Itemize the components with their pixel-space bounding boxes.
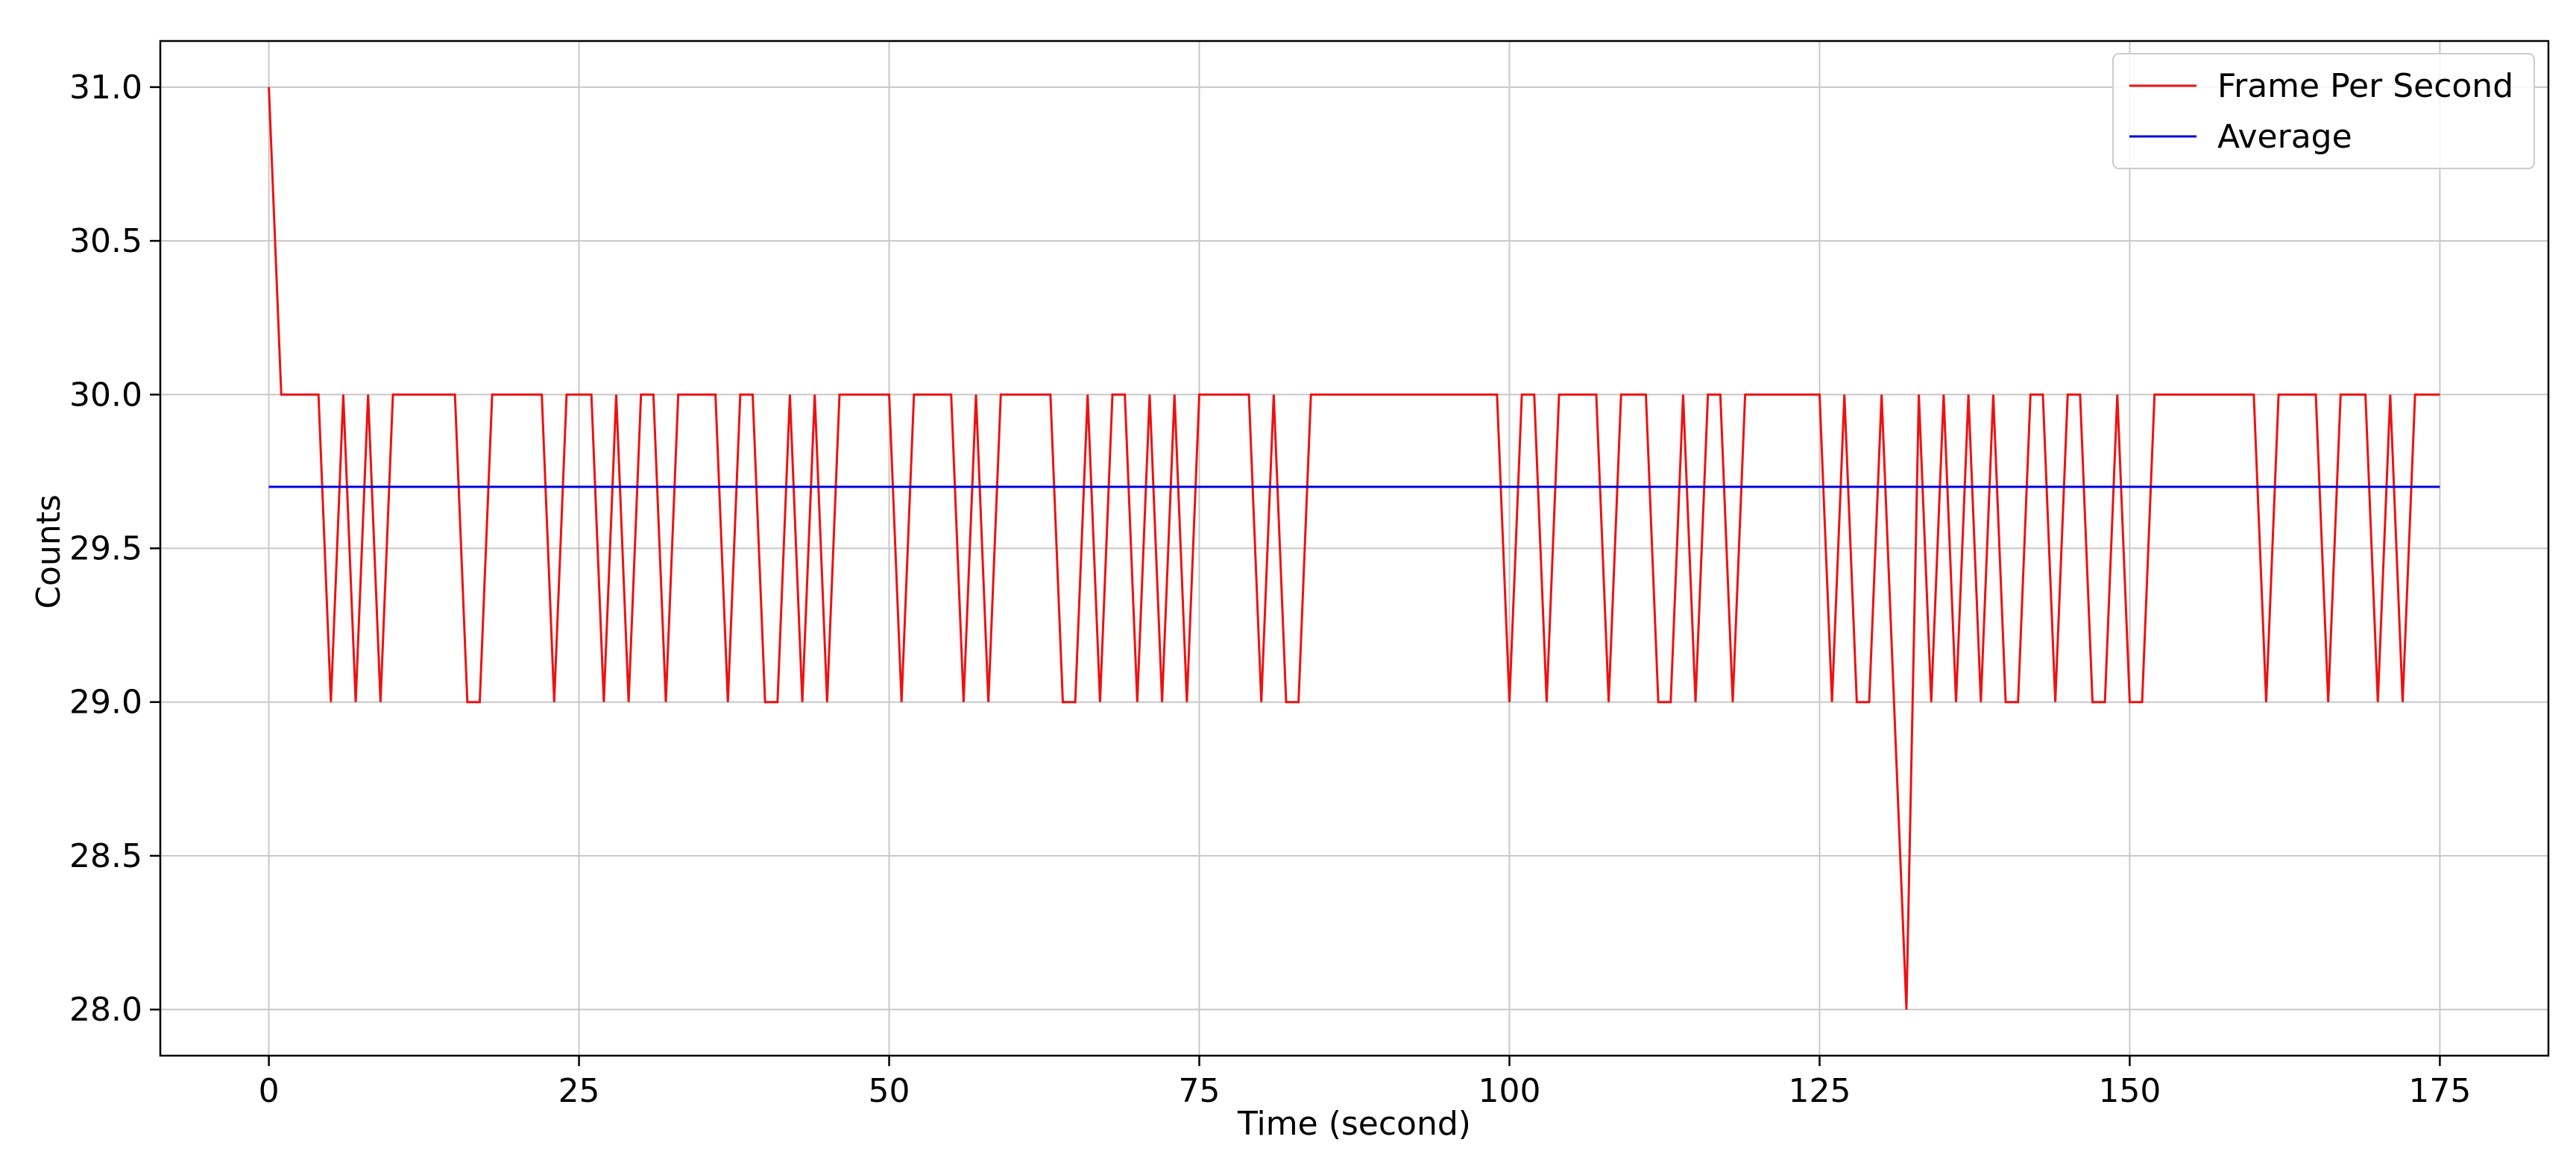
legend-box: [2112, 53, 2535, 169]
x-tick-label: 0: [259, 1072, 280, 1110]
y-axis-ticks: 28.0 28.5 29.0 29.5 30.0 30.5 31.0: [69, 69, 160, 1029]
fps-series-line: [268, 86, 2440, 1010]
y-tick-label: 30.0: [69, 376, 142, 414]
x-tick-label: 25: [558, 1072, 600, 1110]
x-tick-label: 150: [2098, 1072, 2161, 1110]
y-axis-label: Counts: [30, 494, 68, 609]
legend-label-average: Average: [2217, 118, 2352, 156]
grid-lines: [160, 41, 2548, 1056]
x-tick-label: 75: [1179, 1072, 1221, 1110]
y-tick-label: 28.0: [69, 991, 142, 1029]
y-tick-label: 28.5: [69, 837, 142, 875]
x-axis-ticks: 0 25 50 75 100 125 150 175: [259, 1056, 2471, 1110]
legend: Frame Per Second Average: [2112, 53, 2535, 169]
x-tick-label: 125: [1788, 1072, 1851, 1110]
y-tick-label: 30.5: [69, 222, 142, 260]
legend-label-fps: Frame Per Second: [2217, 67, 2513, 105]
x-tick-label: 175: [2408, 1072, 2471, 1110]
x-axis-label: Time (second): [1237, 1105, 1471, 1143]
y-tick-label: 29.5: [69, 530, 142, 568]
y-tick-label: 29.0: [69, 684, 142, 722]
x-tick-label: 100: [1478, 1072, 1540, 1110]
series-lines: [268, 86, 2440, 1010]
y-tick-label: 31.0: [69, 69, 142, 107]
x-tick-label: 50: [869, 1072, 910, 1110]
